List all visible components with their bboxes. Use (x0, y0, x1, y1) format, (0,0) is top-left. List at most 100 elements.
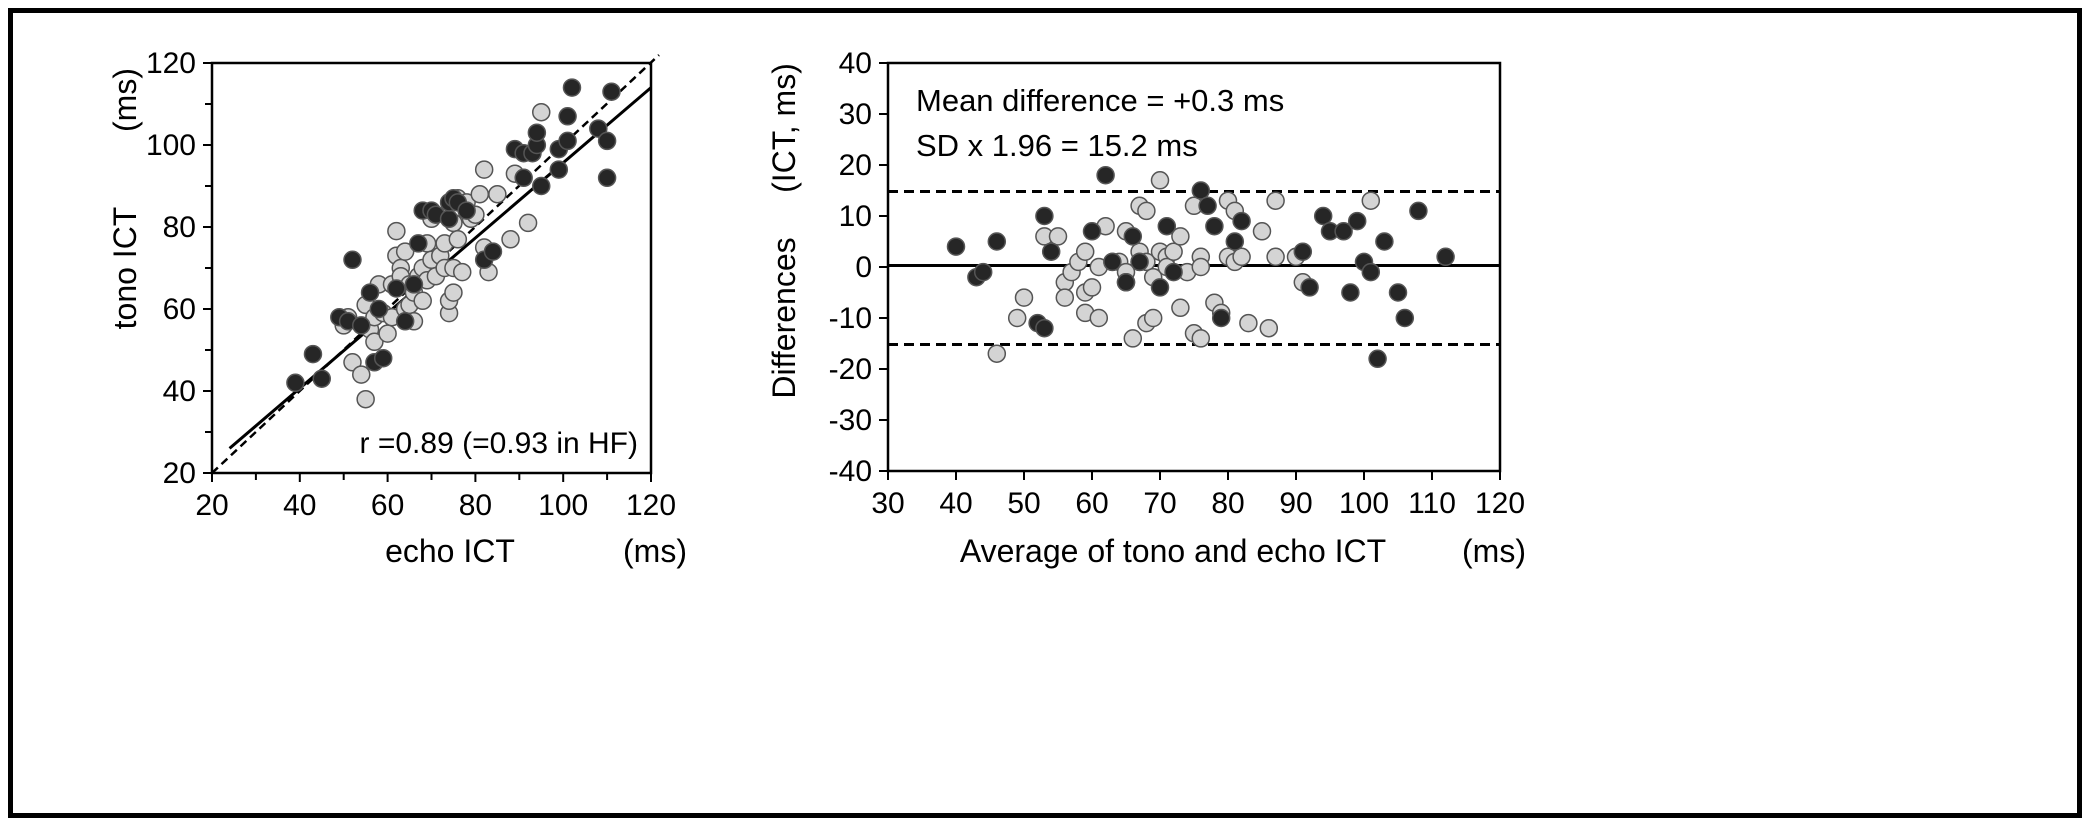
data-point-dark (343, 250, 362, 270)
data-point-dark (602, 82, 621, 101)
y-tick-label: 80 (163, 211, 196, 244)
x-tick-label: 120 (626, 489, 676, 522)
data-point-dark (558, 131, 577, 151)
data-point-dark (312, 369, 331, 388)
data-point-dark (1436, 247, 1455, 267)
data-point-light (1239, 313, 1258, 333)
data-point-dark (597, 168, 617, 188)
data-point-light (1259, 318, 1279, 338)
y-tick-labels-right: -40 -30 -20 -10 0 10 20 30 40 (829, 47, 872, 488)
data-point-dark (1368, 349, 1387, 369)
y-tick-label: -20 (829, 353, 872, 386)
bland-altman-plot: 30 40 50 60 70 80 90 100 110 120 -40 -30 -20 -10 0 10 2… (766, 47, 1526, 569)
data-point-light (1266, 191, 1285, 210)
data-point-dark (1300, 278, 1319, 297)
data-point-dark (1035, 206, 1054, 226)
x-tick-label: 40 (283, 489, 316, 522)
x-tick-label: 20 (195, 489, 228, 522)
y-tick-label: 40 (839, 47, 872, 80)
data-point-dark (1041, 242, 1061, 261)
x-tick-label: 40 (939, 487, 972, 520)
data-point-dark (373, 348, 393, 368)
data-point-dark (1313, 206, 1333, 226)
data-point-light (474, 160, 494, 179)
x-tick-label: 60 (371, 489, 404, 522)
tick-marks-left (203, 62, 652, 482)
data-point-light (378, 324, 397, 343)
data-point-light (1123, 329, 1143, 348)
y-axis-title-right: Differences (766, 237, 802, 398)
data-point-light (1075, 242, 1095, 261)
x-tick-label: 120 (1475, 487, 1525, 520)
data-point-dark (1361, 262, 1381, 282)
data-point-dark (1198, 196, 1217, 216)
data-point-light (1171, 298, 1190, 318)
data-point-dark (1375, 232, 1394, 251)
data-point-light (532, 102, 551, 122)
data-point-dark (1334, 222, 1353, 241)
x-tick-labels-right: 30 40 50 60 70 80 90 100 110 120 (871, 487, 1525, 520)
y-tick-label: 20 (163, 457, 196, 490)
mean-difference-annotation: Mean difference = +0.3 ms (916, 83, 1284, 118)
data-point-light (518, 213, 538, 233)
data-point-light (1150, 171, 1170, 190)
y-tick-label: 100 (146, 129, 196, 162)
data-point-light (1191, 257, 1211, 277)
data-point-light (1191, 329, 1211, 348)
data-point-dark (527, 123, 547, 142)
data-point-dark (1082, 222, 1102, 241)
data-point-light (488, 184, 507, 204)
data-point-light (1143, 308, 1163, 328)
x-axis-unit-right: (ms) (1462, 533, 1526, 569)
data-point-light (1007, 308, 1027, 328)
x-tick-label: 100 (538, 489, 588, 522)
data-point-dark (946, 237, 966, 256)
data-point-dark (1150, 278, 1170, 297)
y-axis-title-left: tono ICT (107, 207, 143, 330)
data-point-dark (514, 168, 533, 188)
data-point-dark (1035, 318, 1054, 338)
data-point-light (1361, 191, 1381, 210)
data-point-dark (439, 209, 459, 229)
y-tick-label: -10 (829, 302, 872, 335)
data-point-light (444, 283, 463, 302)
data-point-dark (1347, 211, 1367, 231)
data-point-dark (369, 299, 389, 319)
data-point-dark (1191, 181, 1211, 200)
data-point-light (1252, 222, 1272, 241)
x-tick-label: 80 (1211, 487, 1244, 520)
data-point-dark (1205, 216, 1224, 236)
x-tick-label: 50 (1007, 487, 1040, 520)
data-point-light (1089, 308, 1109, 328)
data-point-dark (1395, 308, 1415, 328)
data-point-dark (303, 344, 323, 364)
data-points-left (286, 78, 621, 409)
data-point-dark (404, 275, 424, 294)
data-point-light (365, 332, 384, 352)
data-point-dark (387, 279, 406, 298)
data-point-dark (1164, 262, 1183, 282)
data-point-light (1266, 247, 1285, 267)
data-point-light (987, 344, 1007, 363)
data-point-light (1048, 227, 1068, 246)
x-tick-label: 80 (459, 489, 492, 522)
data-point-dark (558, 107, 577, 126)
x-tick-label: 110 (1408, 487, 1456, 520)
tick-marks-right (879, 62, 1501, 480)
x-tick-label: 100 (1339, 487, 1389, 520)
data-point-light (1055, 288, 1075, 307)
y-axis-unit-right: (ICT, ms) (766, 63, 802, 193)
data-point-dark (597, 131, 617, 151)
data-point-dark (1157, 216, 1177, 236)
data-point-light (501, 230, 520, 249)
data-point-dark (1409, 201, 1428, 221)
data-point-dark (1293, 242, 1313, 261)
data-point-light (352, 365, 371, 384)
x-tick-label: 90 (1279, 487, 1312, 520)
y-tick-label: 60 (163, 293, 196, 326)
data-point-light (1171, 227, 1190, 246)
data-point-dark (973, 262, 993, 282)
data-point-dark (1096, 165, 1115, 185)
data-point-light (448, 230, 468, 249)
data-point-dark (360, 283, 380, 302)
